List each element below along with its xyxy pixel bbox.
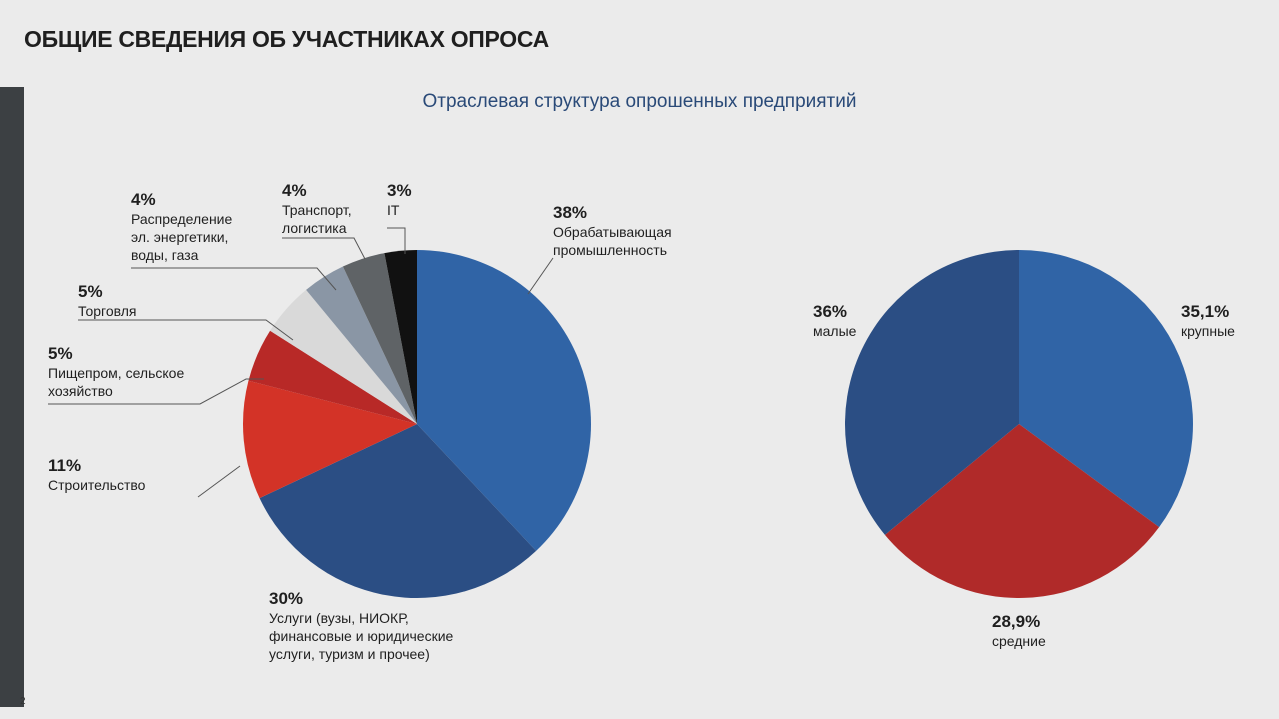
pie1-label-7-pct: 3%	[387, 181, 412, 200]
pie1-slice-2	[243, 380, 417, 499]
size-pie-chart: 35,1% крупные 28,9% средние 36% малые	[813, 250, 1235, 649]
pie1-label-5-name-line-2: воды, газа	[131, 247, 199, 263]
pie2-slice-2	[845, 250, 1019, 535]
chart-title: Отраслевая структура опрошенных предприя…	[422, 91, 857, 112]
pie1-leader-2	[197, 465, 241, 498]
pie2-label-0-name-line-0: крупные	[1181, 323, 1235, 339]
pie1-label-3-name-line-0: Пищепром, сельское	[48, 365, 184, 381]
pie1-label-1-name-line-1: финансовые и юридические	[269, 628, 454, 644]
side-accent-bar	[0, 87, 24, 707]
pie1-label-6-name-line-1: логистика	[282, 220, 347, 236]
pie1-label-5-name-line-0: Распределение	[131, 211, 233, 227]
pie1-label-4-pct: 5%	[78, 282, 103, 301]
pie1-label-3-name-line-1: хозяйство	[48, 383, 113, 399]
pie1-slice-0	[417, 250, 591, 551]
pie2-label-0-pct: 35,1%	[1181, 302, 1229, 321]
pie1-leader-7	[387, 227, 406, 254]
pie1-label-1-pct: 30%	[269, 589, 303, 608]
pie2-label-2-pct: 36%	[813, 302, 847, 321]
industry-pie-chart: 38% Обрабатывающая промышленность 30% Услуги…	[48, 181, 672, 662]
pie2-slice-0	[1019, 250, 1193, 528]
pie1-leader-5	[131, 267, 337, 291]
page-number: 2	[20, 696, 26, 707]
pie1-label-2-name-line-0: Строительство	[48, 477, 146, 493]
pie2-label-1-pct: 28,9%	[992, 612, 1040, 631]
pie1-label-0-pct: 38%	[553, 203, 587, 222]
pie1-label-1-name-line-2: услуги, туризм и прочее)	[269, 646, 430, 662]
pie1-slice-6	[342, 253, 417, 424]
pie1-slice-5	[306, 266, 417, 424]
pie1-label-3-pct: 5%	[48, 344, 73, 363]
pie1-label-5-pct: 4%	[131, 190, 156, 209]
pie1-slice-3	[248, 330, 417, 424]
pie1-leader-3	[48, 378, 264, 405]
pie1-slice-4	[270, 289, 417, 424]
pie1-slice-1	[259, 424, 537, 599]
pie1-label-1-name-line-0: Услуги (вузы, НИОКР,	[269, 610, 409, 626]
pie1-label-7-name-line-0: IT	[387, 202, 400, 218]
pie2-label-2-name-line-0: малые	[813, 323, 857, 339]
pie1-leader-6	[282, 237, 366, 260]
pie2-slice-1	[884, 424, 1160, 598]
pie1-label-6-name-line-0: Транспорт,	[282, 202, 352, 218]
pie1-label-4-name-line-0: Торговля	[78, 303, 136, 319]
pie1-label-5-name-line-1: эл. энергетики,	[131, 229, 228, 245]
page-title: ОБЩИЕ СВЕДЕНИЯ ОБ УЧАСТНИКАХ ОПРОСА	[24, 26, 549, 52]
pie1-label-0-name-line-1: промышленность	[553, 242, 667, 258]
pie1-label-6-pct: 4%	[282, 181, 307, 200]
pie1-label-0-name-line-0: Обрабатывающая	[553, 224, 672, 240]
pie2-label-1-name-line-0: средние	[992, 633, 1046, 649]
pie1-label-2-pct: 11%	[48, 456, 81, 475]
pie1-leader-4	[78, 319, 294, 341]
pie1-leader-0	[527, 257, 554, 295]
pie1-slice-7	[384, 250, 417, 424]
